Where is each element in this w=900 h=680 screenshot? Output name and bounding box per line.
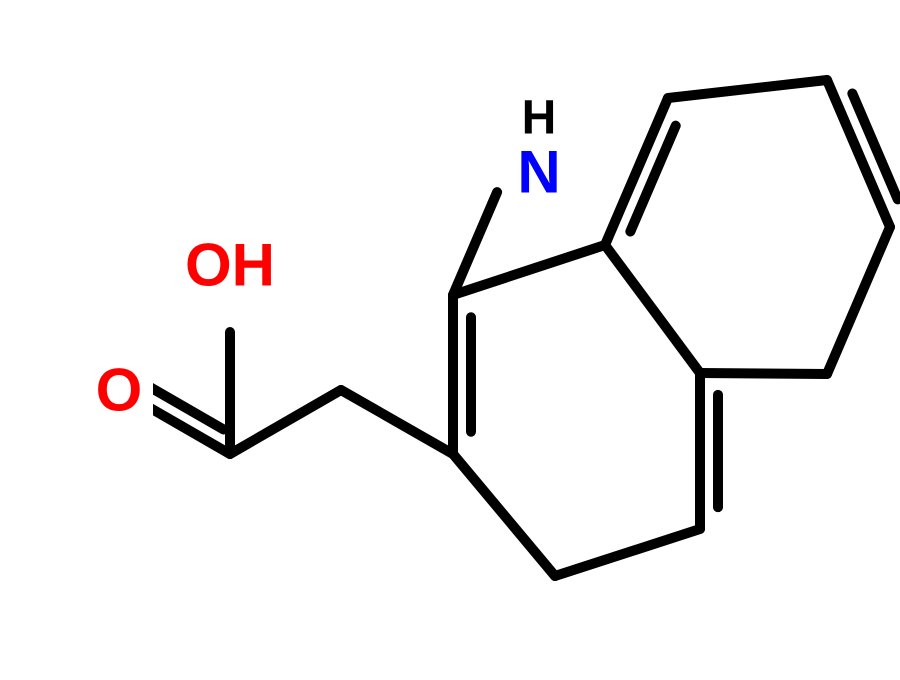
atom-label: H bbox=[522, 92, 557, 145]
atom-label: OH bbox=[185, 232, 275, 299]
atom-label: N bbox=[517, 139, 560, 206]
atom-label: O bbox=[96, 357, 143, 424]
